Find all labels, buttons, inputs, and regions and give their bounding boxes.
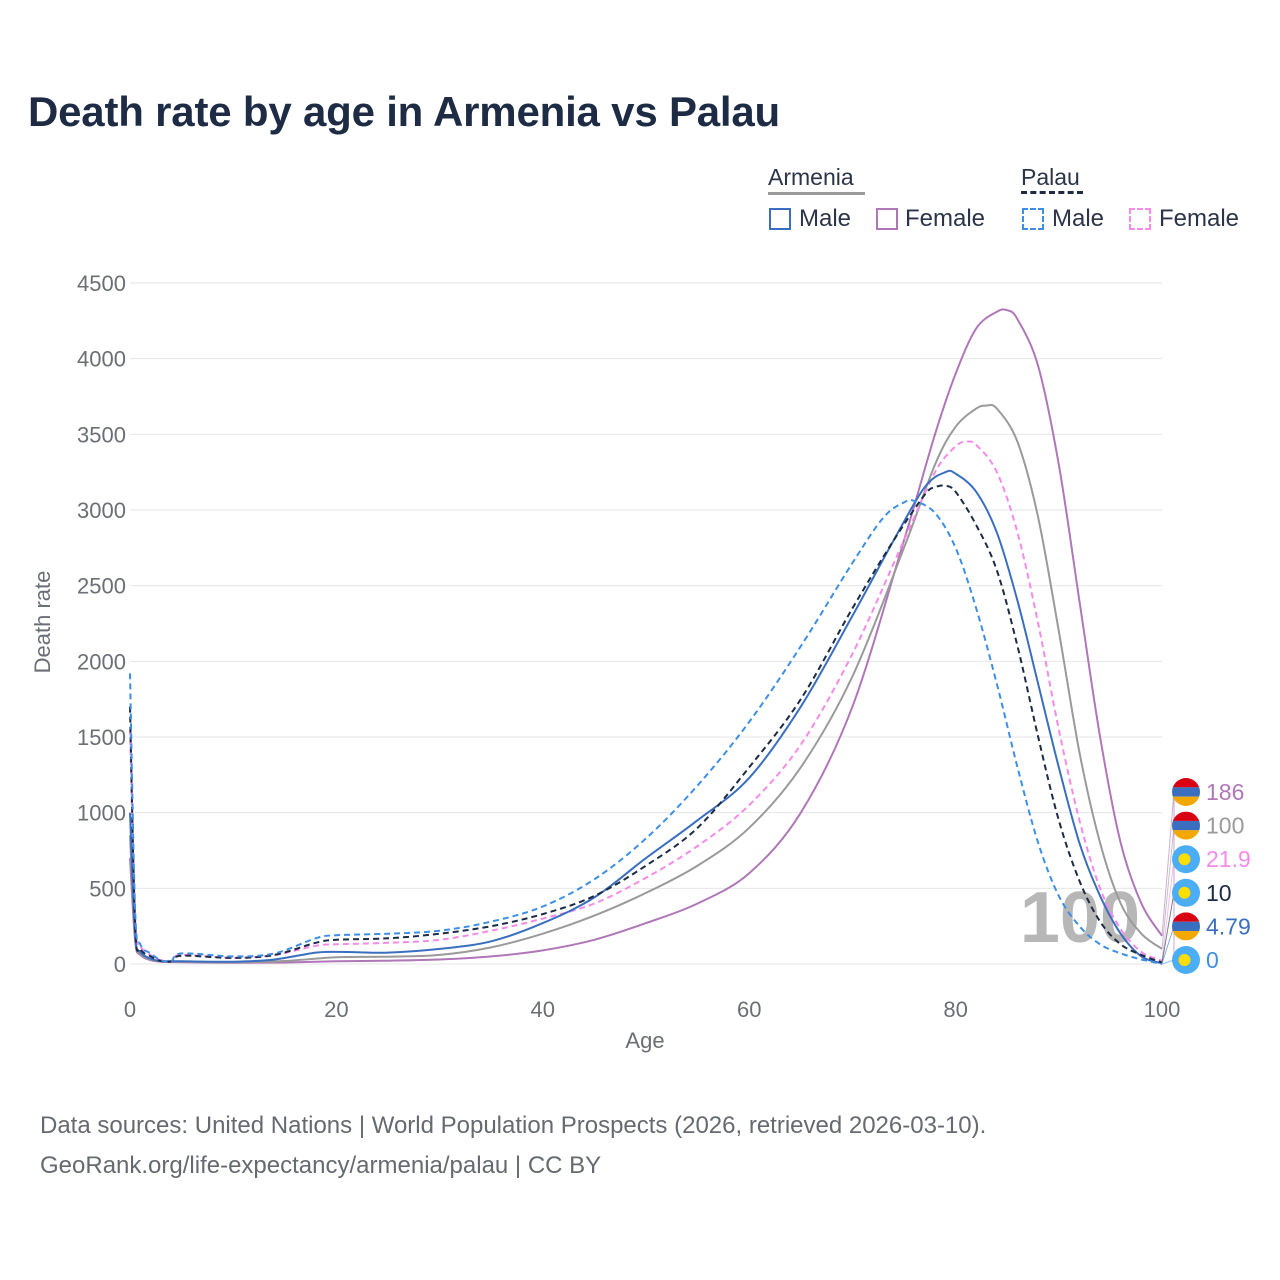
x-axis-ticks: 0 20 40 60 80 100 bbox=[124, 997, 1180, 1022]
end-label-leader bbox=[1161, 959, 1175, 965]
end-label-leader bbox=[1161, 825, 1175, 949]
end-label-leader bbox=[1161, 859, 1175, 961]
end-label-value: 186 bbox=[1206, 779, 1244, 805]
source-link[interactable]: GeoRank.org/life-expectancy/armenia/pala… bbox=[40, 1152, 602, 1179]
end-label-leader bbox=[1161, 926, 1175, 964]
x-tick-label: 100 bbox=[1144, 997, 1181, 1022]
x-tick-label: 0 bbox=[124, 997, 136, 1022]
x-tick-label: 20 bbox=[324, 997, 348, 1022]
end-label-value: 100 bbox=[1206, 813, 1244, 839]
y-tick-label: 1000 bbox=[77, 801, 126, 826]
y-tick-label: 3500 bbox=[77, 422, 126, 447]
end-label-value: 21.9 bbox=[1206, 846, 1251, 872]
x-tick-label: 40 bbox=[531, 997, 555, 1022]
y-tick-label: 2500 bbox=[77, 574, 126, 599]
source-note: Data sources: United Nations | World Pop… bbox=[40, 1106, 986, 1186]
y-tick-label: 500 bbox=[89, 876, 126, 901]
x-tick-label: 60 bbox=[737, 997, 761, 1022]
source-line-1: Data sources: United Nations | World Pop… bbox=[40, 1112, 987, 1139]
y-tick-label: 2000 bbox=[77, 649, 126, 674]
series-line-armenia-female[interactable] bbox=[129, 308, 1163, 964]
series-line-armenia-male[interactable] bbox=[129, 469, 1163, 965]
palau-flag-icon bbox=[1172, 845, 1200, 874]
chart-title: Death rate by age in Armenia vs Palau bbox=[28, 88, 781, 135]
end-label-value: 0 bbox=[1206, 947, 1219, 973]
end-label-leader bbox=[1161, 791, 1175, 936]
grid bbox=[130, 282, 1162, 965]
armenia-flag-icon bbox=[1172, 811, 1200, 840]
end-label-value: 10 bbox=[1206, 880, 1232, 906]
y-tick-label: 4500 bbox=[77, 271, 126, 296]
x-axis-title: Age bbox=[625, 1028, 664, 1053]
y-tick-label: 4000 bbox=[77, 347, 126, 372]
series-line-palau-male[interactable] bbox=[129, 498, 1163, 965]
palau-flag-icon bbox=[1172, 946, 1200, 974]
palau-flag-icon bbox=[1172, 878, 1200, 907]
y-tick-label: 3000 bbox=[77, 498, 126, 523]
x-tick-label: 80 bbox=[943, 997, 967, 1022]
series bbox=[129, 308, 1163, 965]
end-label-value: 4.79 bbox=[1206, 913, 1251, 939]
y-tick-label: 0 bbox=[114, 952, 126, 977]
armenia-flag-icon bbox=[1172, 778, 1200, 806]
y-axis-ticks: 0 500 1000 1500 2000 2500 3000 3500 4000 4500 bbox=[77, 271, 126, 977]
end-label-leader bbox=[1161, 892, 1175, 963]
y-tick-label: 1500 bbox=[77, 725, 126, 750]
end-labels: 186 100 21.9 10 4.79 0 bbox=[1161, 778, 1251, 974]
series-line-palau-total[interactable] bbox=[129, 484, 1163, 964]
series-line-palau-female[interactable] bbox=[129, 440, 1163, 963]
age-watermark: 100 bbox=[1020, 878, 1140, 958]
armenia-flag-icon bbox=[1172, 912, 1200, 941]
y-axis-title: Death rate bbox=[30, 571, 55, 674]
